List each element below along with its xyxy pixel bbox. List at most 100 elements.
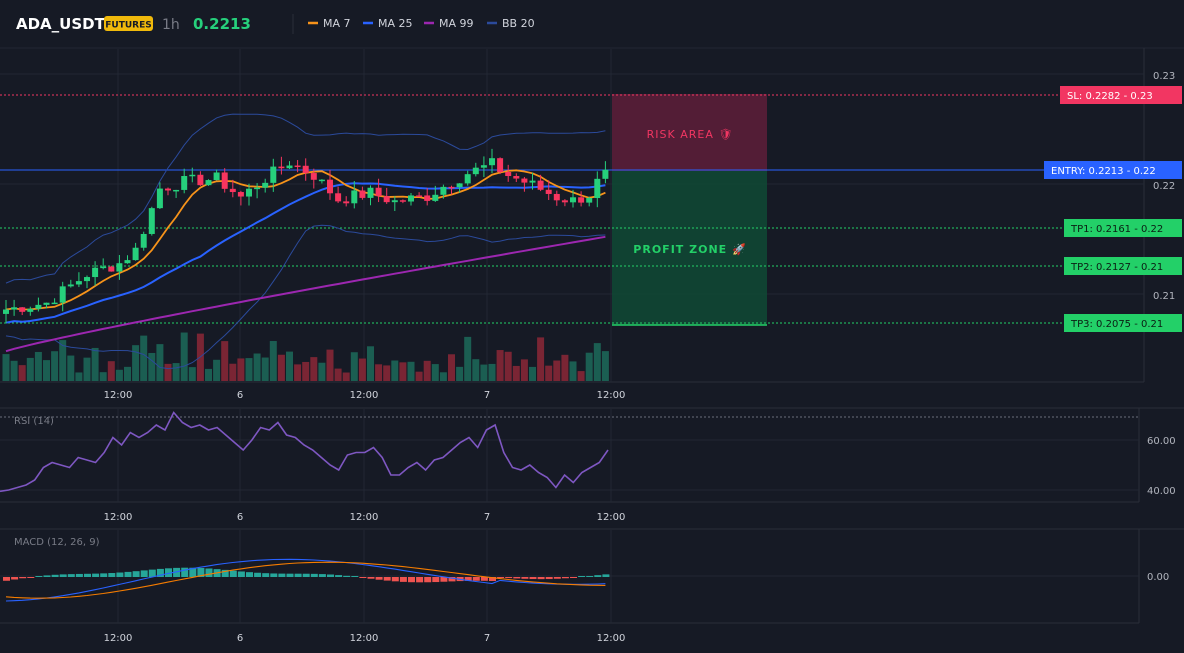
macd-histogram — [3, 567, 610, 583]
candle-body-54 — [440, 186, 447, 195]
macd-hist-bar-59 — [480, 577, 488, 581]
volume-bar-50 — [407, 361, 415, 381]
timeframe-label[interactable]: 1h — [162, 17, 180, 33]
macd-hist-bar-13 — [108, 573, 116, 577]
candle-body-28 — [229, 188, 236, 193]
volume-bar-8 — [67, 355, 75, 381]
tp1-level-tag — [1064, 219, 1182, 237]
volume-bar-38 — [310, 357, 318, 381]
macd-tick-zero: 0.00 — [1147, 572, 1169, 583]
macd-hist-bar-67 — [545, 577, 553, 580]
candle-body-23 — [189, 174, 196, 177]
tp2-level-text: TP2: 0.2127 - 0.21 — [1070, 262, 1163, 273]
macd-hist-bar-50 — [408, 577, 415, 583]
candlesticks[interactable] — [3, 148, 609, 324]
price-tick-0.21: 0.21 — [1153, 291, 1175, 302]
macd-hist-bar-28 — [229, 570, 237, 577]
rsi-title[interactable]: RSI (14) — [14, 416, 54, 427]
macd-hist-bar-30 — [246, 572, 253, 577]
macd-hist-bar-68 — [553, 577, 561, 579]
volume-bar-33 — [269, 341, 277, 381]
macd-hist-bar-14 — [116, 572, 124, 577]
candle-body-58 — [472, 167, 479, 175]
macd-hist-bar-31 — [254, 572, 262, 577]
volume-bar-3 — [26, 357, 34, 381]
profit-zone-label: PROFIT ZONE 🚀 — [633, 243, 746, 256]
macd-hist-bar-49 — [399, 577, 407, 582]
macd-hist-bar-16 — [132, 571, 140, 577]
ma99-line — [5, 235, 606, 353]
candle-body-30 — [246, 188, 252, 197]
volume-bar-70 — [569, 361, 577, 381]
volume-bar-69 — [561, 354, 569, 381]
volume-bar-40 — [326, 349, 334, 381]
candle-body-21 — [173, 189, 180, 192]
time-label-2-4: 12:00 — [597, 633, 626, 644]
macd-hist-bar-38 — [310, 573, 318, 577]
volume-bar-25 — [205, 368, 212, 381]
macd-hist-bar-18 — [148, 569, 156, 577]
candle-body-42 — [343, 201, 350, 204]
volume-bar-17 — [140, 335, 148, 381]
futures-badge-label: FUTURES — [105, 21, 151, 31]
legend-label-0: MA 7 — [323, 17, 351, 30]
volume-bar-71 — [577, 371, 585, 381]
volume-bar-32 — [261, 357, 269, 381]
candle-body-9 — [75, 281, 82, 285]
macd-hist-bar-41 — [335, 575, 343, 577]
candle-body-48 — [391, 200, 398, 203]
volume-bar-58 — [472, 359, 480, 381]
tp3-level-text: TP3: 0.2075 - 0.21 — [1070, 319, 1163, 330]
volume-bar-10 — [83, 357, 91, 381]
candle-body-3 — [27, 308, 34, 312]
macd-hist-bar-8 — [67, 574, 75, 577]
macd-hist-bar-27 — [221, 569, 229, 577]
time-axes[interactable]: 12:00 6 12:00 7 12:00 12:00 6 12:00 7 12:00 12:00 6… — [104, 390, 626, 644]
volume-bar-68 — [553, 360, 561, 381]
candle-body-7 — [59, 286, 66, 303]
candle-body-38 — [310, 173, 317, 180]
macd-hist-bar-63 — [513, 577, 521, 579]
time-label-1-1: 6 — [237, 512, 243, 523]
macd-title[interactable]: MACD (12, 26, 9) — [14, 537, 100, 548]
profit-zone[interactable] — [612, 171, 767, 325]
volume-bar-13 — [107, 361, 115, 381]
trade-levels — [0, 94, 1144, 324]
macd-hist-bar-1 — [11, 577, 19, 580]
macd-hist-bar-42 — [343, 575, 351, 577]
indicator-legend: MA 7 MA 25 MA 99 BB 20 — [308, 17, 535, 30]
macd-hist-bar-73 — [594, 575, 602, 577]
macd-hist-bar-11 — [92, 573, 100, 577]
macd-hist-bar-64 — [521, 577, 529, 579]
volume-bar-20 — [164, 363, 172, 381]
macd-hist-bar-25 — [205, 568, 213, 577]
volume-bar-39 — [318, 362, 326, 381]
candle-body-4 — [35, 304, 42, 309]
candle-body-27 — [221, 172, 228, 189]
macd-hist-bar-57 — [464, 577, 472, 581]
volume-bar-29 — [237, 358, 245, 381]
sl-level-tag — [1060, 86, 1182, 104]
volume-bar-37 — [302, 361, 310, 381]
price-axis[interactable]: 0.23 0.22 0.21 — [1153, 71, 1175, 302]
macd-hist-bar-12 — [100, 573, 108, 577]
macd-hist-bar-17 — [140, 570, 148, 577]
candle-body-63 — [513, 176, 520, 179]
candle-body-31 — [254, 187, 261, 190]
volume-bar-23 — [188, 367, 196, 381]
macd-hist-bar-71 — [578, 576, 586, 577]
risk-area-zone[interactable] — [612, 94, 767, 171]
candle-body-16 — [132, 247, 139, 261]
rsi-line — [0, 411, 609, 493]
volume-bar-46 — [375, 364, 383, 381]
macd-hist-bar-23 — [189, 567, 197, 577]
ma25-line — [5, 182, 606, 324]
bb-lower-line — [5, 224, 606, 370]
volume-bar-22 — [180, 332, 188, 381]
candle-body-46 — [375, 187, 382, 197]
symbol-title[interactable]: ADA_USDT — [16, 15, 106, 33]
candle-body-64 — [521, 178, 528, 183]
